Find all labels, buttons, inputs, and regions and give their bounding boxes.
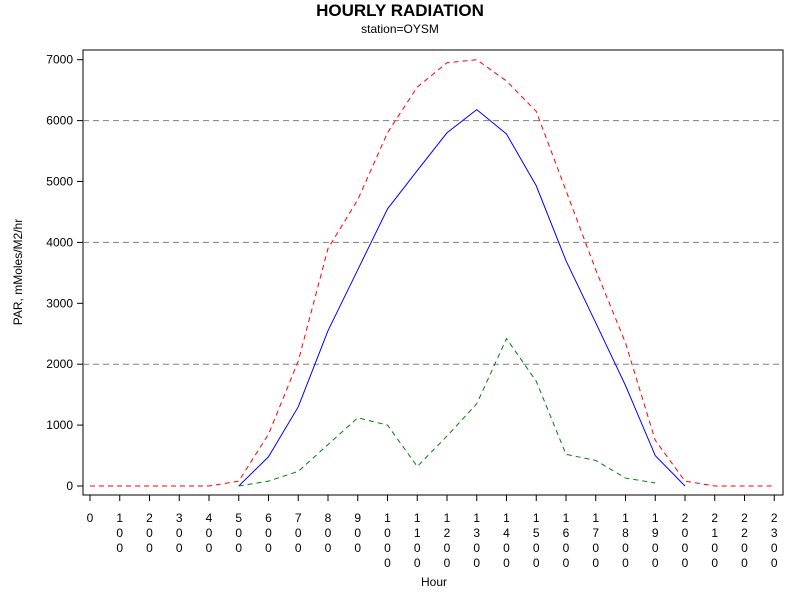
y-tick-label: 0 <box>66 479 73 493</box>
chart-subtitle: station=OYSM <box>361 22 439 36</box>
y-tick-label: 4000 <box>46 235 73 249</box>
plot-frame <box>82 49 784 496</box>
series-line-3 <box>238 337 656 487</box>
series-line-2 <box>238 109 686 487</box>
x-tick-label: 0 <box>87 511 94 525</box>
y-tick-label: 3000 <box>46 296 73 310</box>
y-tick-label: 5000 <box>46 175 73 189</box>
chart-title: HOURLY RADIATION <box>316 1 484 20</box>
y-tick-label: 2000 <box>46 357 73 371</box>
y-tick-label: 7000 <box>46 53 73 67</box>
y-tick-label: 1000 <box>46 418 73 432</box>
x-axis-label: Hour <box>420 575 447 589</box>
series-line-1 <box>90 59 775 487</box>
y-tick-label: 6000 <box>46 114 73 128</box>
